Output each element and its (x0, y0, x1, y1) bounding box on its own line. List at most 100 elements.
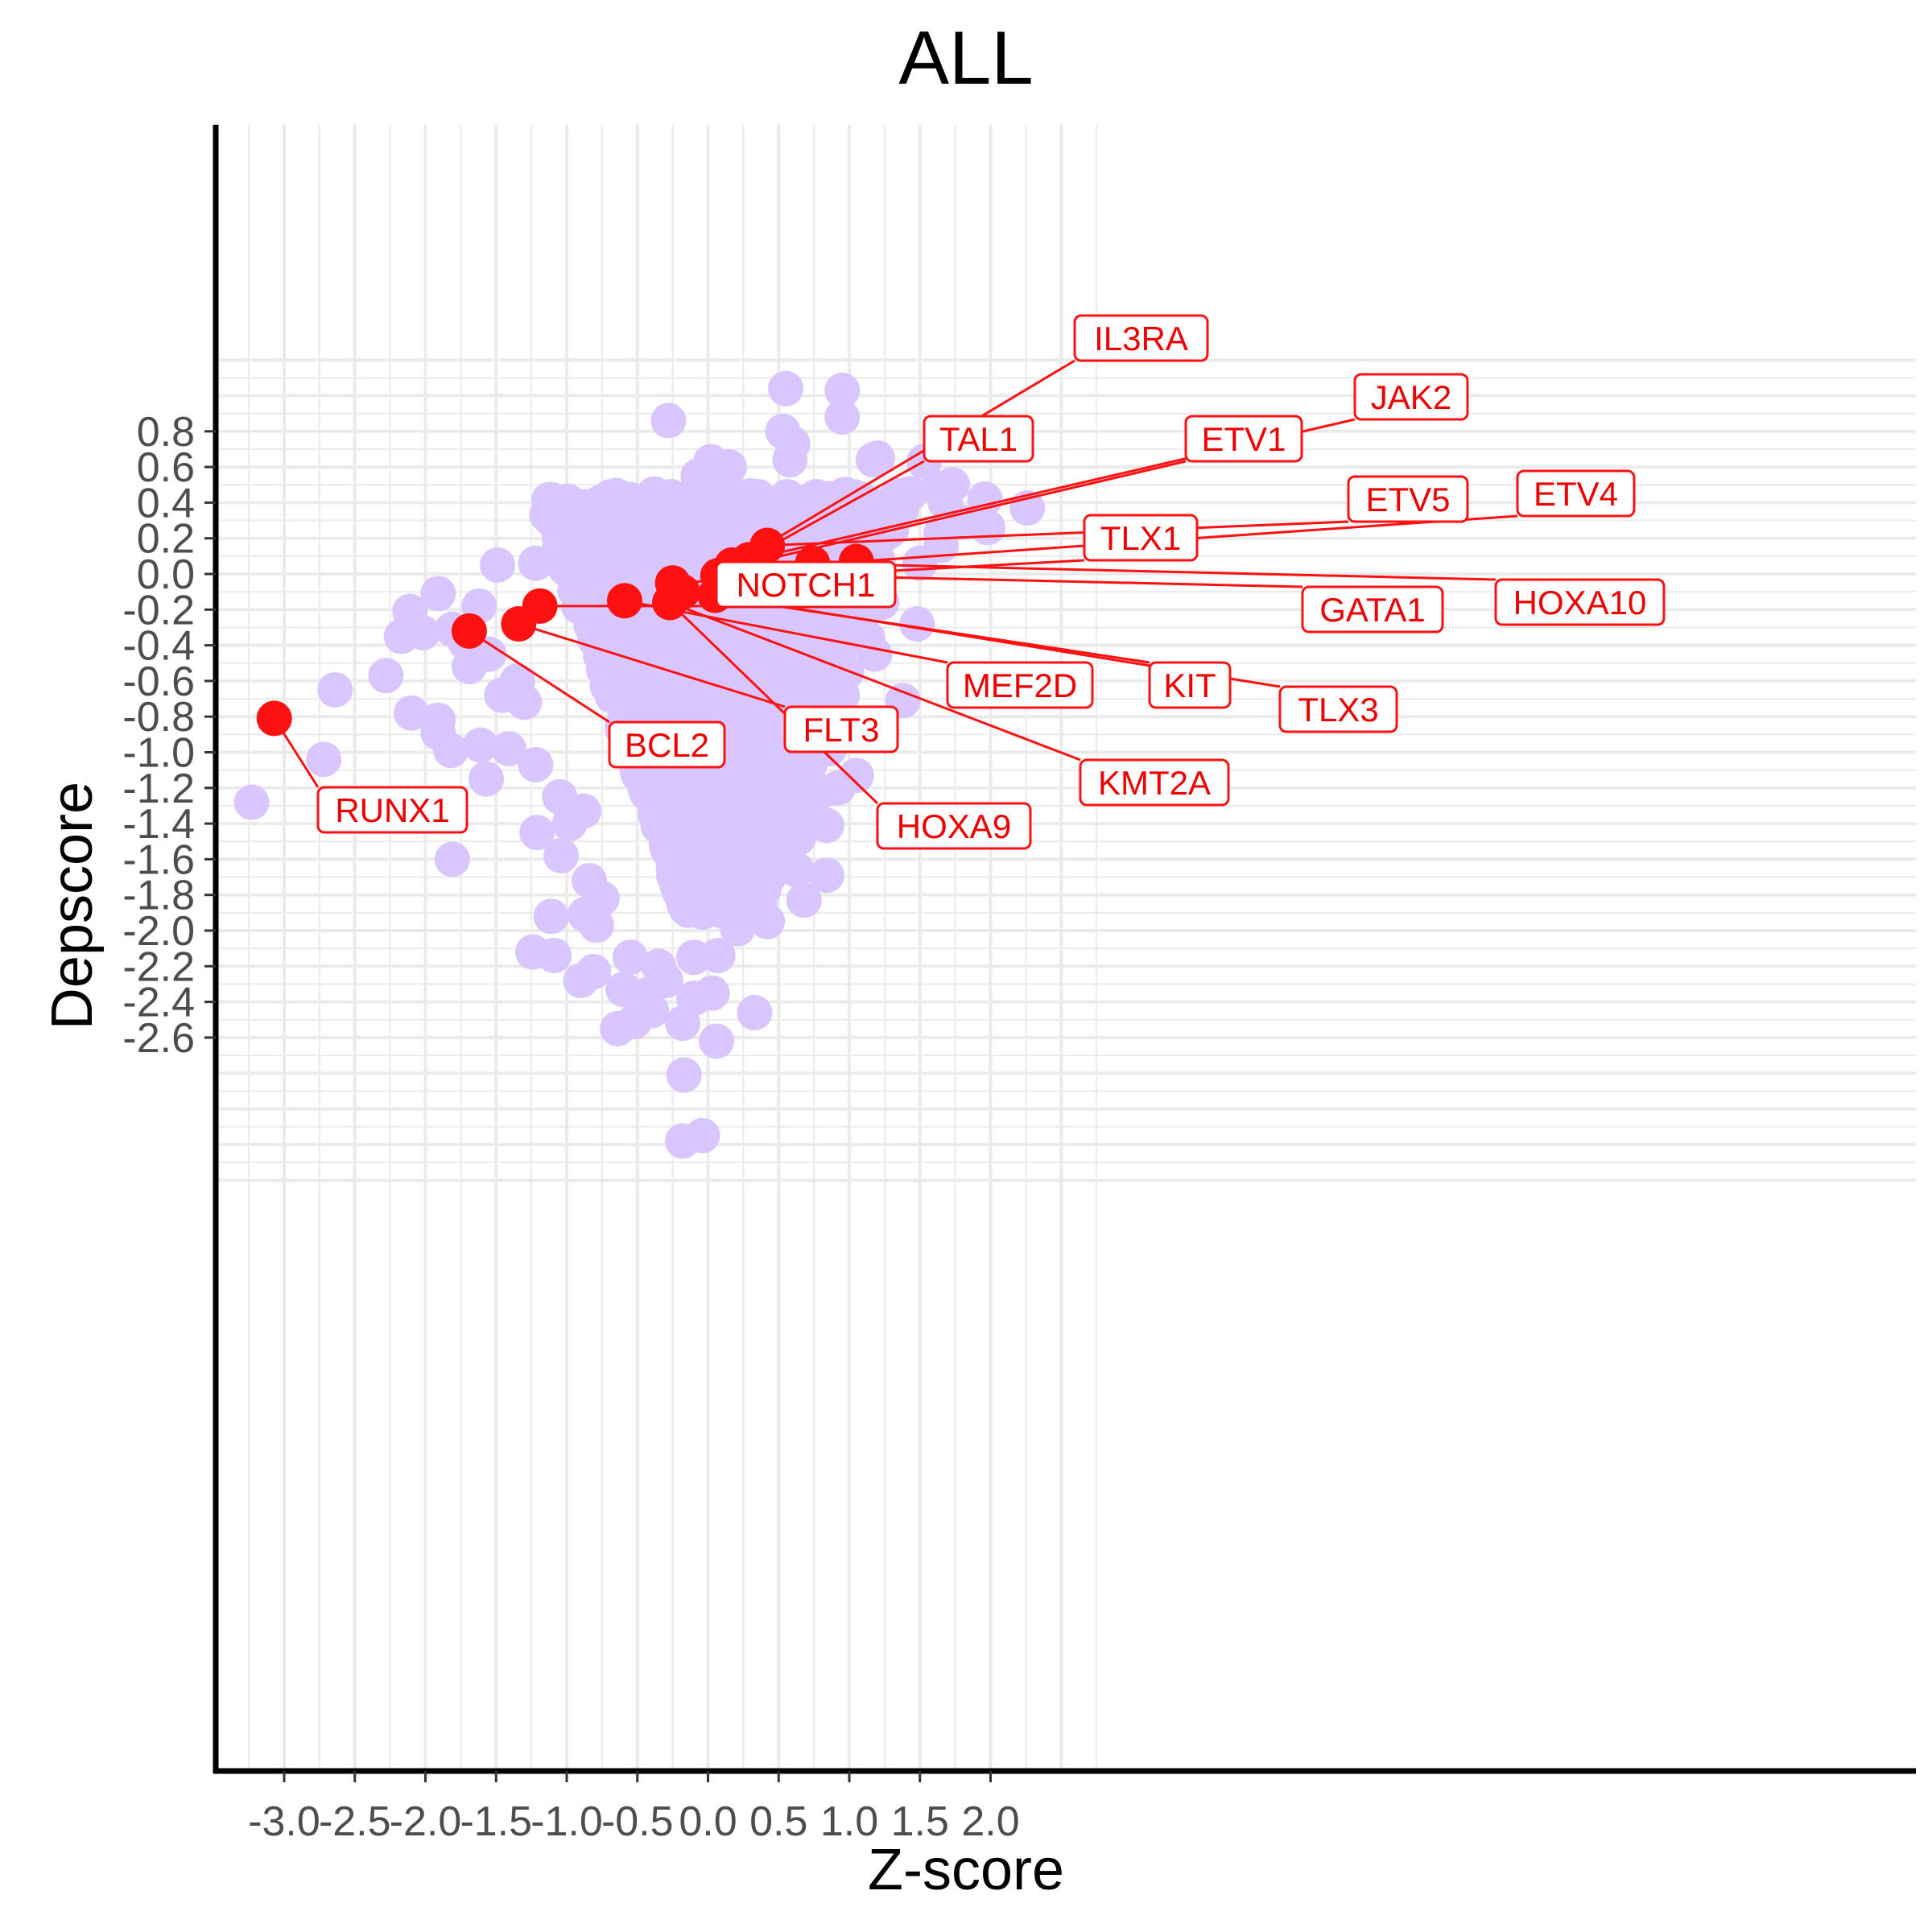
data-point (681, 481, 717, 517)
y-tick-label: -2.4 (122, 980, 195, 1026)
gene-label-box (316, 786, 469, 834)
y-tick-label: -1.4 (122, 801, 195, 848)
data-point (612, 939, 648, 976)
gene-label-box (608, 720, 726, 769)
data-point (462, 727, 498, 763)
x-tick-label: 0.0 (679, 1798, 737, 1845)
y-tick-label: -0.6 (122, 658, 195, 705)
gene-label-box (946, 661, 1094, 709)
y-tick-label: -0.2 (122, 587, 195, 634)
gene-label-etv4: ETV4 (1516, 469, 1636, 518)
data-point (711, 449, 747, 485)
gene-label-jak2: JAK2 (1353, 373, 1469, 421)
data-point (675, 939, 712, 976)
gene-label-box (715, 560, 897, 609)
chart-title: ALL (898, 15, 1034, 100)
highlight-point-notch1 (522, 588, 558, 624)
data-point (420, 576, 456, 612)
data-point (519, 815, 555, 851)
gene-label-tal1: TAL1 (923, 415, 1034, 463)
label-connector (669, 601, 879, 805)
data-point (368, 658, 404, 694)
gene-label-box (1494, 578, 1666, 626)
data-point (730, 495, 766, 531)
gene-label-text: HOXA10 (1513, 584, 1647, 621)
gene-label-bcl2: BCL2 (608, 720, 726, 769)
gene-label-box (1353, 373, 1469, 421)
gene-label-etv1: ETV1 (1184, 415, 1303, 463)
y-tick-label: -2.0 (122, 908, 195, 955)
data-point (491, 731, 527, 767)
gene-label-kmt2a: KMT2A (1079, 758, 1230, 807)
data-point (779, 656, 815, 692)
data-point (808, 857, 844, 894)
data-point (600, 1010, 636, 1046)
data-point (902, 545, 938, 581)
gene-label-hoxa10: HOXA10 (1494, 578, 1666, 626)
gene-label-flt3: FLT3 (783, 705, 899, 753)
gene-label-text: KMT2A (1098, 764, 1211, 802)
y-tick-label: -0.8 (122, 694, 195, 741)
data-point (577, 502, 613, 539)
highlight-point-runx1 (256, 700, 292, 737)
gene-label-text: TLX3 (1298, 691, 1378, 729)
y-tick-label: 0.4 (137, 480, 195, 526)
data-point (434, 841, 470, 877)
gene-label-box (1148, 661, 1232, 709)
gene-label-notch1: NOTCH1 (715, 560, 897, 609)
gene-label-text: NOTCH1 (737, 566, 876, 604)
gene-label-box (1073, 314, 1209, 362)
x-tick-label: -3.0 (248, 1798, 320, 1845)
gene-label-box (1278, 685, 1398, 733)
gene-label-text: MEF2D (963, 667, 1077, 704)
data-point (471, 636, 507, 672)
y-tick-label: -1.0 (122, 730, 195, 777)
data-point (433, 733, 469, 769)
label-connector (767, 520, 1349, 547)
x-tick-label: -1.0 (530, 1798, 603, 1845)
data-point (641, 948, 677, 985)
data-point (499, 663, 535, 699)
data-point (566, 793, 602, 829)
gene-label-text: RUNX1 (335, 791, 449, 829)
data-point (671, 785, 708, 821)
y-tick-label: -0.4 (122, 623, 195, 670)
data-point (613, 675, 650, 711)
data-point (899, 606, 935, 642)
data-point (699, 1023, 735, 1059)
data-point (768, 370, 804, 407)
gene-label-etv5: ETV5 (1347, 475, 1469, 523)
data-point (817, 650, 853, 686)
data-point (737, 994, 773, 1030)
x-tick-label: -2.5 (319, 1798, 391, 1845)
highlighted-genes: RUNX1 BCL2 FLT3 NOTCH1 MEF2D HOXA9 KMT2A TLX1 KI… (256, 314, 1666, 850)
data-point (701, 692, 737, 729)
data-point (393, 695, 429, 731)
data-point (713, 871, 749, 907)
label-connector (812, 562, 1496, 581)
data-point (664, 1123, 700, 1159)
data-point (786, 882, 822, 919)
data-point (824, 399, 861, 436)
data-point (838, 758, 874, 794)
data-point (666, 1057, 702, 1093)
data-point (969, 510, 1005, 546)
gene-label-box (1516, 469, 1636, 518)
data-point (675, 980, 712, 1017)
x-tick-label: 1.5 (891, 1798, 949, 1845)
data-point (518, 747, 554, 783)
label-connector (518, 622, 786, 708)
y-tick-label: -1.2 (122, 766, 195, 812)
data-point (700, 803, 736, 839)
gene-label-il3ra: IL3RA (1073, 314, 1209, 362)
highlight-point-mef2d (606, 583, 642, 619)
data-point (584, 881, 620, 917)
data-point (667, 823, 703, 859)
grid (216, 125, 1916, 1771)
data-point (650, 402, 687, 439)
y-ticks: 0.80.60.40.20.0-0.2-0.4-0.6-0.8-1.0-1.2-… (122, 409, 216, 1062)
gene-label-text: BCL2 (625, 726, 709, 764)
x-tick-label: -1.5 (460, 1798, 532, 1845)
highlight-point-bcl2 (451, 613, 487, 649)
